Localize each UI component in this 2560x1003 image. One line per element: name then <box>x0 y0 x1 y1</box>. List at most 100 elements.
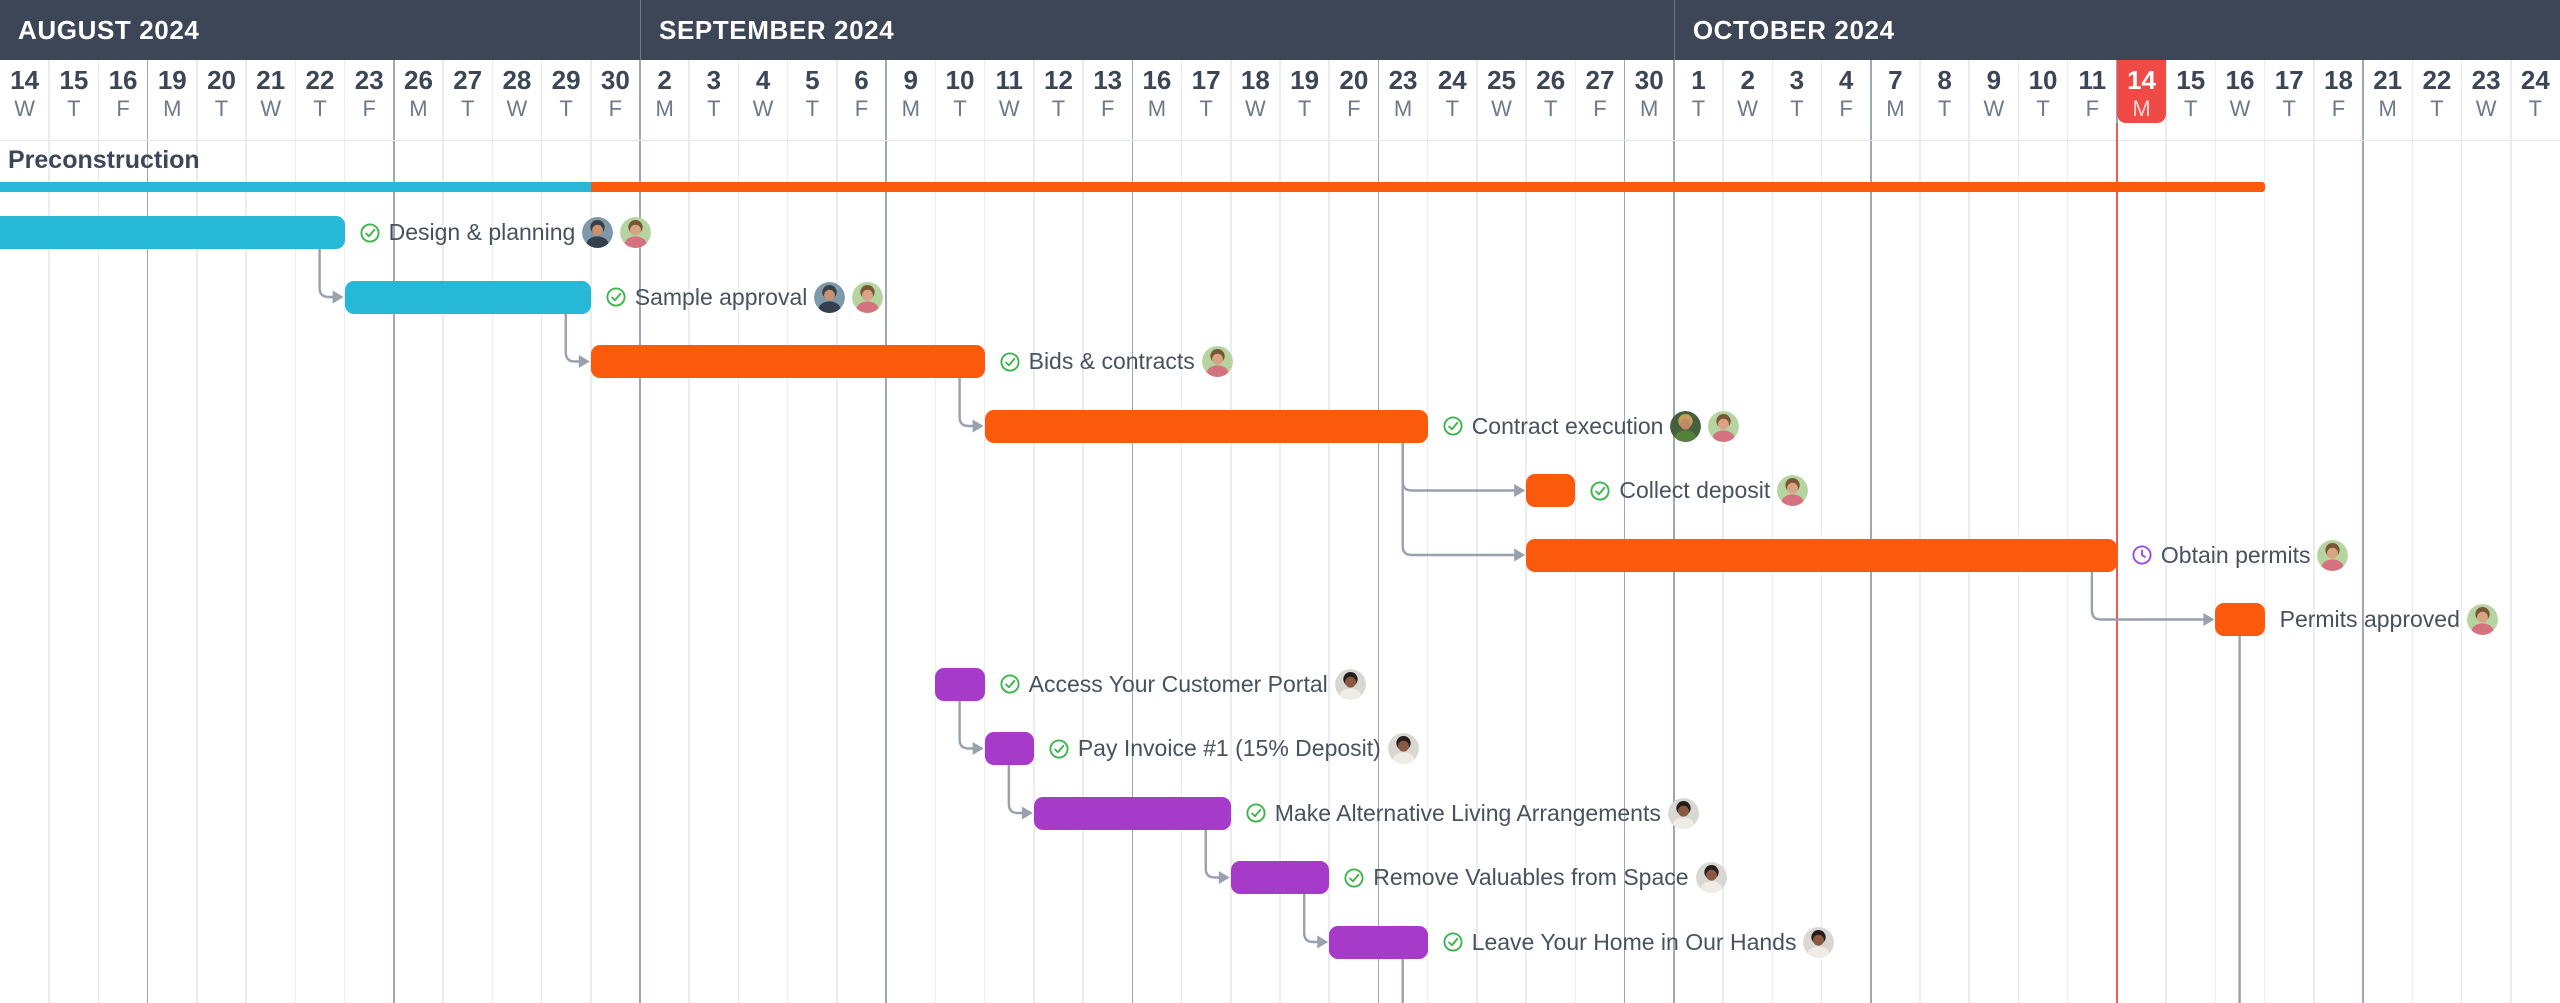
day-number: 2 <box>657 65 672 95</box>
group-summary-bar-orange[interactable] <box>590 182 2265 192</box>
month-label: OCTOBER 2024 <box>1692 14 1895 45</box>
task-meta-obtain-permits: Obtain permits <box>2132 539 2349 572</box>
day-of-week: W <box>998 96 1020 121</box>
check-circle-icon <box>1246 803 1275 823</box>
month-label: SEPTEMBER 2024 <box>659 14 895 45</box>
task-label: Collect deposit <box>1619 477 1771 503</box>
task-bar-access-your-customer-portal[interactable] <box>935 667 985 701</box>
month-header-cell: AUGUST 2024 <box>0 0 640 60</box>
day-number: 15 <box>2176 65 2206 95</box>
day-number: 18 <box>1240 65 1270 95</box>
day-header: 20 T <box>197 60 246 131</box>
day-of-week: T <box>313 96 327 121</box>
check-circle-icon <box>1443 932 1472 952</box>
day-of-week: T <box>1544 96 1558 121</box>
day-number: 28 <box>502 65 532 95</box>
day-number: 5 <box>805 65 820 95</box>
day-header: 11 F <box>2068 60 2117 131</box>
task-bar-permits-approved[interactable] <box>2215 603 2265 636</box>
task-bar-collect-deposit[interactable] <box>1526 474 1576 507</box>
day-header: 20 F <box>1329 60 1378 131</box>
column-gridline <box>1180 60 1183 1003</box>
day-number: 3 <box>1789 65 1805 95</box>
day-of-week: F <box>2085 96 2100 121</box>
man-pink-shirt-avatar <box>1708 410 1740 442</box>
day-header: 23 M <box>1378 60 1427 131</box>
task-label: Obtain permits <box>2160 541 2311 568</box>
day-number: 17 <box>1191 65 1221 95</box>
day-of-week: W <box>14 96 35 121</box>
day-number: 20 <box>207 65 236 95</box>
task-label: Contract execution <box>1471 412 1664 439</box>
day-of-week: T <box>1790 96 1804 121</box>
column-gridline <box>1082 60 1084 1003</box>
task-bar-design-planning[interactable] <box>0 216 345 249</box>
day-number: 23 <box>1388 65 1418 95</box>
day-number: 10 <box>945 65 975 95</box>
day-number: 15 <box>59 65 89 95</box>
day-number: 25 <box>1487 65 1516 95</box>
column-gridline <box>1919 60 1921 1003</box>
task-meta-permits-approved: Permits approved <box>2280 603 2498 636</box>
column-gridline <box>1131 60 1134 1003</box>
day-number: 24 <box>1437 65 1467 95</box>
task-bar-make-alternative-living-arrangements[interactable] <box>1033 796 1231 830</box>
group-summary-bar-teal[interactable] <box>0 182 591 192</box>
task-bar-remove-valuables-from-space[interactable] <box>1230 861 1330 894</box>
task-bar-contract-execution[interactable] <box>984 409 1428 443</box>
day-of-week: T <box>1937 96 1952 121</box>
day-number: 29 <box>551 65 581 95</box>
column-gridline <box>393 60 395 1003</box>
day-header: 29 T <box>542 60 591 131</box>
day-of-week: T <box>707 96 721 121</box>
column-gridline <box>97 60 100 1003</box>
man-pink-shirt-avatar <box>2317 539 2349 571</box>
task-label: Make Alternative Living Arrangements <box>1274 799 1661 826</box>
day-header: 22 T <box>2412 60 2461 131</box>
column-gridline <box>1820 60 1823 1003</box>
task-bar-obtain-permits[interactable] <box>1526 538 2117 572</box>
day-of-week: T <box>2282 96 2296 121</box>
day-number: 26 <box>1536 65 1566 95</box>
day-of-week: T <box>2430 96 2444 121</box>
column-gridline <box>1033 60 1035 1003</box>
column-gridline <box>934 60 937 1003</box>
day-number: 24 <box>2520 65 2550 95</box>
task-bar-pay-invoice-1[interactable] <box>984 732 1034 765</box>
woman-dark-curls-avatar <box>1334 668 1366 700</box>
column-gridline <box>442 60 444 1003</box>
day-header: 21 M <box>2363 60 2412 131</box>
woman-blonde-green-avatar <box>1670 410 1702 442</box>
task-bar-sample-approval[interactable] <box>344 280 591 314</box>
day-header: 28 W <box>492 60 541 131</box>
day-number: 4 <box>755 65 771 95</box>
check-circle-icon <box>606 287 635 307</box>
day-header: 11 W <box>985 60 1034 131</box>
day-of-week: W <box>2475 96 2497 121</box>
day-header: 16 F <box>98 60 147 131</box>
column-gridline <box>245 60 247 1003</box>
woman-dark-curls-avatar <box>1387 733 1419 764</box>
task-meta-pay-invoice-1: Pay Invoice #1 (15% Deposit) <box>1049 732 1419 765</box>
group-label[interactable]: Preconstruction <box>8 146 200 174</box>
day-header: 10 T <box>2018 60 2067 131</box>
check-circle-icon <box>1000 674 1029 694</box>
day-header: 30 F <box>591 60 640 131</box>
day-number: 12 <box>1043 65 1073 95</box>
woman-dark-curls-avatar <box>1695 862 1727 893</box>
timeline-month-header: AUGUST 2024 SEPTEMBER 2024 OCTOBER 2024 <box>0 0 2560 60</box>
task-meta-remove-valuables-from-space: Remove Valuables from Space <box>1344 861 1727 894</box>
man-pink-shirt-avatar <box>852 281 884 313</box>
column-gridline <box>1328 60 1330 1003</box>
day-of-week: F <box>1347 96 1361 121</box>
day-number: 3 <box>706 65 722 95</box>
task-bar-leave-your-home-in-our-hands[interactable] <box>1329 925 1428 959</box>
task-bar-bids-contracts[interactable] <box>590 345 985 378</box>
day-of-week: T <box>1691 96 1706 121</box>
task-label: Permits approved <box>2279 606 2460 632</box>
